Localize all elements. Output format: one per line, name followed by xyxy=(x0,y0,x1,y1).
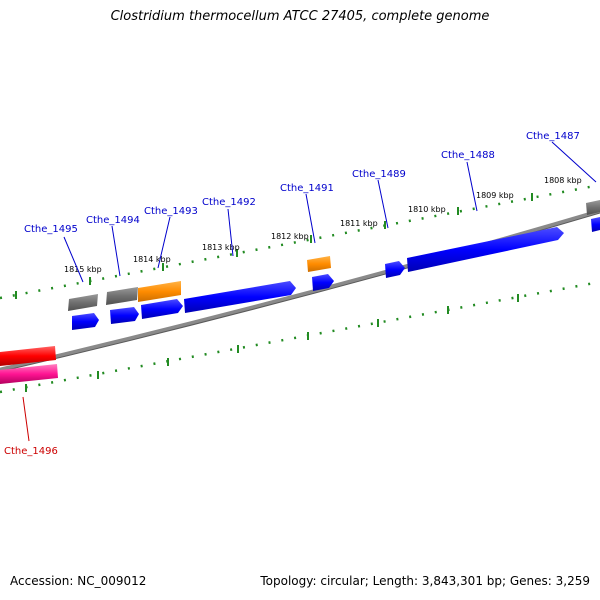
gene-label-1496[interactable]: Cthe_1496 xyxy=(4,446,58,457)
feature-blue-1488[interactable] xyxy=(407,227,564,272)
tick-label-1812: 1812 kbp xyxy=(271,232,309,241)
leader-line-red xyxy=(22,396,30,442)
gene-label-1491[interactable]: Cthe_1491 xyxy=(280,183,334,194)
gene-label-1488[interactable]: Cthe_1488 xyxy=(441,150,495,161)
feature-blue-1494[interactable] xyxy=(110,307,139,324)
gene-label-1492[interactable]: Cthe_1492 xyxy=(202,197,256,208)
feature-blue-1489[interactable] xyxy=(385,261,405,278)
gene-label-1489[interactable]: Cthe_1489 xyxy=(352,169,406,180)
outer-tick-row xyxy=(0,183,600,300)
tick-label-1808: 1808 kbp xyxy=(544,176,582,185)
feature-gray-1[interactable] xyxy=(68,294,98,311)
tick-label-1815: 1815 kbp xyxy=(64,265,102,274)
gene-label-1487[interactable]: Cthe_1487 xyxy=(526,131,580,142)
genome-summary-text: Topology: circular; Length: 3,843,301 bp… xyxy=(260,574,590,588)
feature-orange-2[interactable] xyxy=(307,256,331,272)
feature-blue-1487[interactable] xyxy=(591,217,600,232)
map-title: Clostridium thermocellum ATCC 27405, com… xyxy=(110,9,490,24)
tick-label-1813: 1813 kbp xyxy=(202,243,240,252)
gene-label-1495[interactable]: Cthe_1495 xyxy=(24,224,78,235)
leader-lines xyxy=(63,141,597,283)
feature-blue-1493[interactable] xyxy=(141,299,183,319)
feature-gray-3[interactable] xyxy=(586,200,600,215)
feature-blue-1495[interactable] xyxy=(72,313,99,330)
feature-gray-2[interactable] xyxy=(106,287,138,305)
gene-label-1493[interactable]: Cthe_1493 xyxy=(144,206,198,217)
tick-label-1811: 1811 kbp xyxy=(340,219,378,228)
feature-blue-1491[interactable] xyxy=(312,274,334,291)
tick-label-1814: 1814 kbp xyxy=(133,255,171,264)
tick-label-1810: 1810 kbp xyxy=(408,205,446,214)
feature-blue-1492[interactable] xyxy=(184,281,296,313)
major-ticks xyxy=(15,193,533,392)
feature-pink[interactable] xyxy=(0,364,58,384)
gene-label-1494[interactable]: Cthe_1494 xyxy=(86,215,140,226)
accession-text: Accession: NC_009012 xyxy=(10,574,147,588)
feature-orange-1[interactable] xyxy=(138,281,181,302)
genome-backbone xyxy=(0,208,600,372)
tick-label-1809: 1809 kbp xyxy=(476,191,514,200)
feature-red-1496[interactable] xyxy=(0,346,56,366)
inner-tick-row xyxy=(0,280,600,394)
